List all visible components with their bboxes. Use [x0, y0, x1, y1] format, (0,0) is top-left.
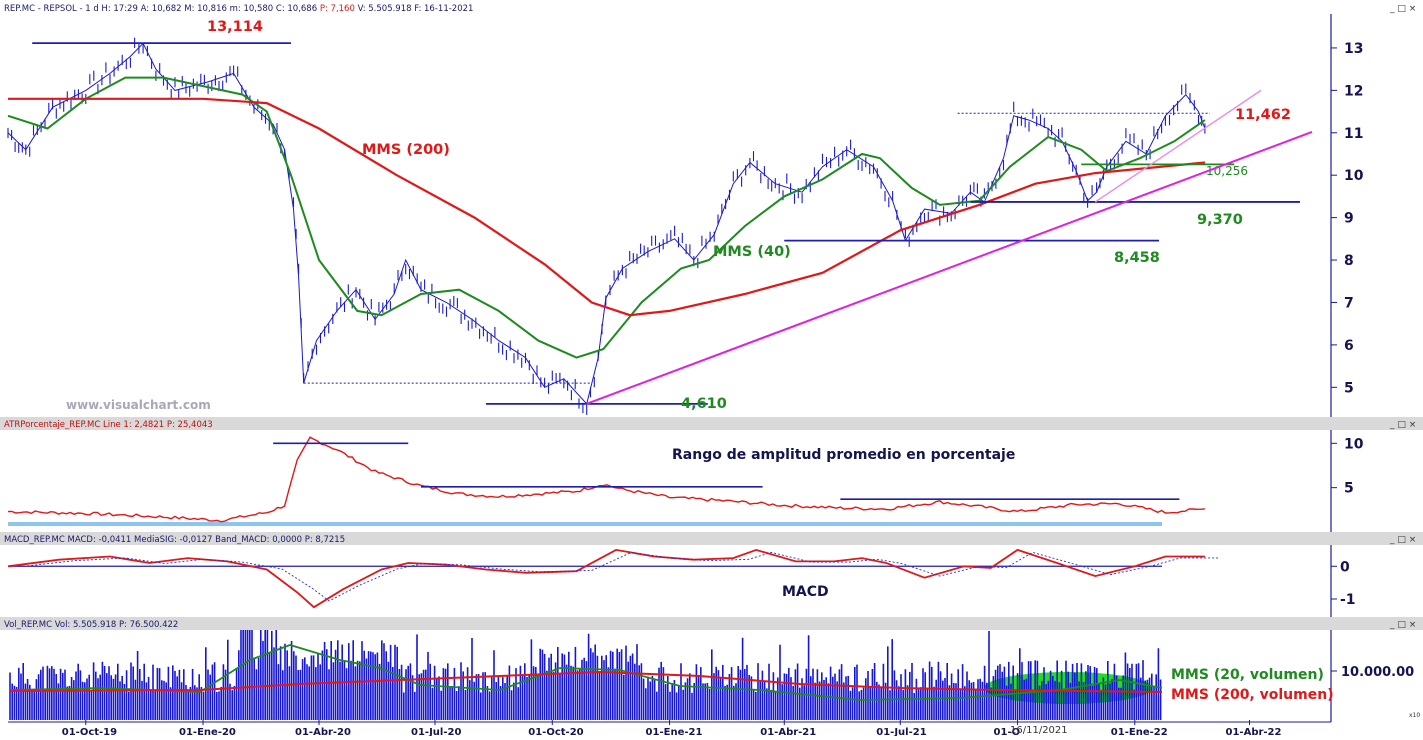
price-y-tick-label: 11 — [1344, 126, 1363, 142]
cursor-date: 16/11/2021 — [1010, 725, 1068, 736]
macd-window-controls[interactable]: _ □ × — [1389, 535, 1416, 545]
atr-header-bar — [0, 417, 1423, 430]
level-label: 9,370 — [1197, 212, 1243, 228]
atr-y-tick-label: 10 — [1344, 436, 1364, 452]
volume-mms20-line — [9, 644, 1163, 701]
macd-y-tick-label: -1 — [1340, 592, 1356, 608]
volume-legend-mms200: MMS (200, volumen) — [1171, 687, 1334, 703]
x-tick-label: 01-Jul-21 — [876, 727, 926, 736]
x-tick-label: 01-Ene-20 — [179, 727, 236, 736]
macd-header: MACD_REP.MC MACD: -0,0411 MediaSIG: -0,0… — [4, 535, 345, 545]
volume-y-tick-label: 10.000.00 — [1341, 665, 1414, 680]
mms40-line — [7, 76, 1206, 359]
price-y-tick-label: 7 — [1344, 295, 1354, 311]
x-tick-label: 01-Oct-19 — [62, 727, 117, 736]
price-y-tick-label: 12 — [1344, 83, 1363, 99]
x-tick-label: 01-Oct-20 — [528, 727, 583, 736]
atr-panel: 5 10 — [7, 436, 1364, 526]
watermark: www.visualchart.com — [66, 398, 211, 412]
volume-header: Vol_REP.MC Vol: 5.505.918 P: 76.500.422 — [4, 620, 178, 630]
macd-title: MACD — [782, 584, 829, 600]
volume-header-bar — [0, 617, 1423, 630]
level-label: 4,610 — [681, 396, 727, 412]
level-label: 8,458 — [1114, 250, 1160, 266]
volume-window-controls[interactable]: _ □ × — [1389, 620, 1416, 630]
volume-legend-mms20: MMS (20, volumen) — [1171, 667, 1324, 683]
macd-line — [7, 548, 1205, 609]
x-tick-label: 01-O — [994, 727, 1021, 736]
x-tick-label: 01-Ene-21 — [646, 727, 703, 736]
atr-header: ATRPorcentaje_REP.MC Line 1: 2,4821 P: 2… — [4, 420, 213, 430]
x-tick-label: 01-Ene-22 — [1111, 727, 1168, 736]
price-y-tick-label: 10 — [1344, 168, 1364, 184]
atr-title: Rango de amplitud promedio en porcentaje — [672, 447, 1015, 463]
trendline — [1094, 89, 1262, 203]
price-header: REP.MC - REPSOL - 1 d H: 17:29 A: 10,682… — [4, 4, 473, 14]
x-tick-label: 01-Jul-20 — [411, 727, 461, 736]
price-y-tick-label: 6 — [1344, 338, 1354, 354]
macd-y-tick-label: 0 — [1340, 559, 1350, 575]
macd-signal-line — [23, 551, 1221, 602]
level-label: 10,256 — [1206, 164, 1248, 178]
price-y-tick-label: 9 — [1344, 211, 1354, 227]
atr-window-controls[interactable]: _ □ × — [1389, 420, 1416, 430]
series-annotation: MMS (40) — [713, 244, 791, 260]
x-tick-label: 01-Abr-22 — [1226, 727, 1282, 736]
volume-panel: 10.000.00 MMS (20, volumen) MMS (200, volu… — [9, 630, 1414, 720]
volume-bars — [9, 630, 1162, 720]
level-label: 13,114 — [207, 19, 263, 35]
price-window-controls[interactable]: _ □ × — [1389, 4, 1416, 14]
price-y-tick-label: 8 — [1344, 253, 1354, 269]
trendline — [586, 130, 1313, 405]
macd-panel: 0 -1 — [7, 548, 1356, 609]
volume-mms200-line — [9, 670, 1163, 693]
price-y-tick-label: 5 — [1344, 380, 1354, 396]
x-tick-label: 01-Abr-21 — [760, 727, 816, 736]
macd-header-bar — [0, 532, 1423, 545]
atr-y-tick-label: 5 — [1344, 481, 1354, 497]
volume-scale-unit: x10 — [1409, 712, 1420, 719]
price-y-tick-label: 13 — [1344, 41, 1363, 57]
x-axis: 01-Oct-19 01-Ene-20 01-Abr-20 01-Jul-20 01-O… — [8, 720, 1331, 738]
trendline-label: 11,462 — [1235, 107, 1291, 123]
series-annotation: MMS (200) — [362, 142, 450, 158]
atr-line — [7, 436, 1205, 523]
x-tick-label: 01-Abr-20 — [295, 727, 351, 736]
price-panel: 5 6 7 8 9 10 11 12 13 13,114 4,610 8,458 9,370 10,256… — [7, 19, 1364, 415]
price-header-bar — [0, 0, 1423, 14]
